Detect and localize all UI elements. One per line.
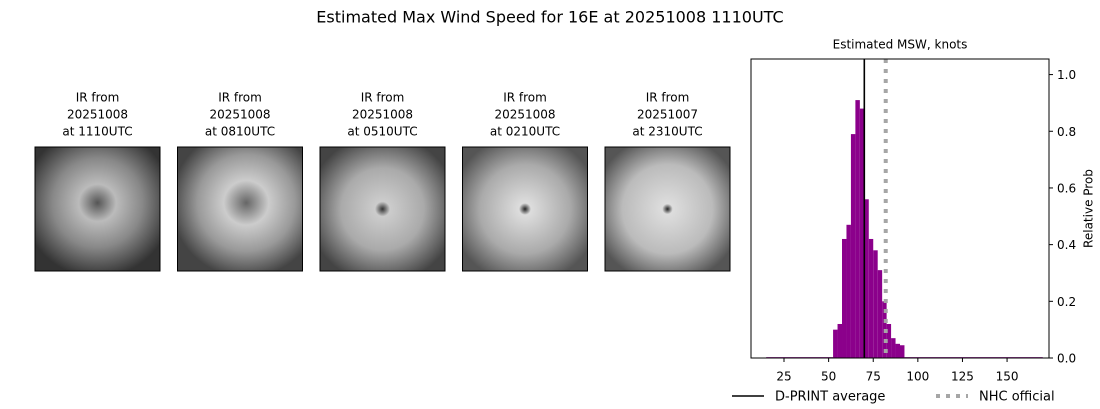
bar (855, 100, 860, 358)
x-tick-label: 25 (776, 370, 791, 384)
y-tick-label: 0.6 (1057, 181, 1076, 195)
y-tick-label: 0.4 (1057, 238, 1076, 252)
ir-image (177, 146, 303, 272)
ir-image (462, 146, 588, 272)
image-label: at 0810UTC (205, 125, 275, 139)
bar (859, 108, 865, 358)
x-tick-label: 50 (821, 370, 836, 384)
figure-title: Estimated Max Wind Speed for 16E at 2025… (316, 8, 783, 27)
image-label: at 1110UTC (62, 125, 132, 139)
image-label: 20251007 (637, 108, 698, 122)
bar (877, 270, 883, 358)
y-axis-label: Relative Prob (1082, 169, 1096, 248)
image-label: IR from (646, 91, 690, 105)
bar (864, 199, 869, 358)
bar (842, 238, 847, 358)
x-tick-label: 150 (996, 370, 1019, 384)
image-label: 20251008 (352, 108, 413, 122)
image-label: IR from (503, 91, 547, 105)
image-label: 20251008 (67, 108, 128, 122)
bar (886, 323, 892, 358)
legend-label: D-PRINT average (775, 390, 885, 405)
bar (868, 238, 874, 358)
bar (895, 343, 900, 358)
bar (850, 134, 856, 358)
image-label: IR from (218, 91, 262, 105)
bar (891, 338, 896, 358)
image-label: IR from (76, 91, 120, 105)
bar (873, 250, 878, 358)
image-label: 20251008 (494, 108, 555, 122)
y-tick-label: 0.0 (1057, 352, 1076, 366)
plot-frame (750, 58, 1050, 359)
x-tick-label: 125 (951, 370, 974, 384)
image-label: IR from (361, 91, 405, 105)
legend-label: NHC official (979, 390, 1055, 405)
x-tick-label: 100 (906, 370, 929, 384)
image-label: at 2310UTC (632, 125, 702, 139)
image-label: 20251008 (209, 108, 270, 122)
ir-image (34, 146, 161, 272)
bar (846, 224, 851, 358)
image-label: at 0510UTC (347, 125, 417, 139)
y-tick-label: 1.0 (1057, 68, 1076, 82)
y-tick-label: 0.8 (1057, 125, 1076, 139)
bar (837, 323, 843, 358)
ir-image (604, 146, 731, 272)
image-label: at 0210UTC (490, 125, 560, 139)
chart-title: Estimated MSW, knots (833, 38, 968, 52)
bar (900, 345, 905, 358)
y-tick-label: 0.2 (1057, 295, 1076, 309)
bar (833, 329, 838, 358)
ir-image (319, 146, 446, 272)
x-tick-label: 75 (866, 370, 881, 384)
